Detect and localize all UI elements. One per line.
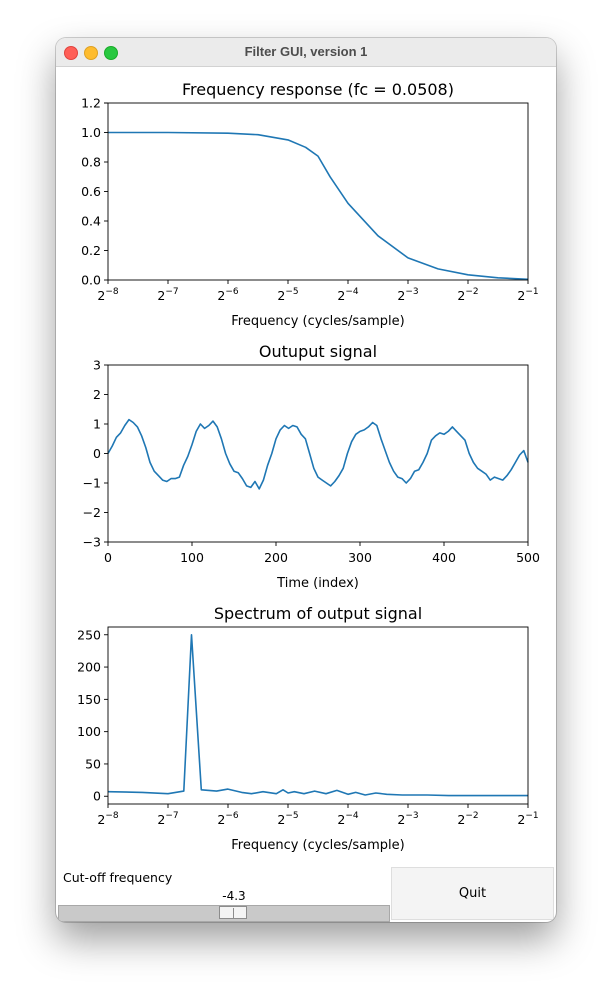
x-tick-label: 2−7: [157, 811, 178, 827]
x-tick-label: 2−4: [337, 287, 358, 303]
x-tick-label: 500: [516, 550, 540, 565]
x-tick-label: 2−2: [457, 287, 478, 303]
y-tick-label: 0.0: [81, 273, 101, 288]
x-axis-label: Frequency (cycles/sample): [231, 838, 404, 853]
x-tick-label: 2−3: [397, 811, 418, 827]
x-tick-label: 2−8: [97, 811, 118, 827]
slider-grip-icon: [233, 908, 234, 918]
y-tick-label: −1: [83, 476, 101, 491]
y-tick-label: 3: [93, 358, 101, 373]
x-tick-label: 2−6: [217, 811, 238, 827]
x-tick-label: 200: [264, 550, 288, 565]
plot-frame: [107, 102, 529, 281]
chart-1: Frequency response (fc = 0.0508) 2−8 2−7 2−…: [81, 80, 539, 329]
plot-frame: [107, 626, 529, 805]
x-tick-label: 2−4: [337, 811, 358, 827]
close-window-button[interactable]: [64, 46, 78, 60]
series-line-1: [107, 418, 529, 490]
x-tick-label: 0: [104, 550, 112, 565]
x-tick-label: 2−5: [277, 287, 298, 303]
x-tick-label: 300: [348, 550, 372, 565]
y-tick-label: 0.6: [81, 184, 101, 199]
x-tick-label: 2−7: [157, 287, 178, 303]
chart-title: Spectrum of output signal: [214, 604, 422, 623]
y-tick-label: 200: [77, 660, 101, 675]
zoom-window-button[interactable]: [104, 46, 118, 60]
chart-2: Outuput signal 0 100 200 300 400 500 −3 −2 −1 0 1 2 3…: [83, 342, 540, 591]
y-tick-label: 1: [93, 417, 101, 432]
filter-gui-window: Filter GUI, version 1 Frequency response…: [56, 38, 556, 922]
y-tick-label: 1.0: [81, 125, 101, 140]
y-tick-label: −3: [83, 535, 101, 550]
plot-frame: [107, 364, 529, 543]
window-title: Filter GUI, version 1: [244, 44, 368, 59]
title-bar[interactable]: Filter GUI, version 1: [56, 38, 556, 67]
cutoff-frequency-label: Cut-off frequency: [63, 870, 173, 885]
y-tick-label: 2: [93, 387, 101, 402]
y-tick-label: 1.2: [81, 96, 101, 111]
x-axis-label: Time (index): [276, 576, 359, 591]
x-tick-label: 2−3: [397, 287, 418, 303]
quit-button[interactable]: Quit: [391, 867, 554, 920]
x-tick-label: 2−6: [217, 287, 238, 303]
y-tick-label: 0.4: [81, 214, 101, 229]
chart-title: Outuput signal: [259, 342, 377, 361]
y-tick-label: 150: [77, 692, 101, 707]
y-tick-label: 250: [77, 627, 101, 642]
x-tick-label: 2−2: [457, 811, 478, 827]
x-tick-label: 2−8: [97, 287, 118, 303]
y-tick-label: 0: [93, 446, 101, 461]
minimize-window-button[interactable]: [84, 46, 98, 60]
y-tick-label: 0.8: [81, 155, 101, 170]
series-line-1: [108, 131, 529, 281]
x-axis-label: Frequency (cycles/sample): [231, 314, 404, 329]
cutoff-slider-handle[interactable]: [219, 906, 247, 919]
y-tick-label: 100: [77, 724, 101, 739]
figure-canvas: Frequency response (fc = 0.0508)2−8 2−7 2−…: [77, 80, 540, 853]
cutoff-slider-value: -4.3: [222, 889, 246, 903]
x-tick-label: 400: [432, 550, 456, 565]
chart-title: Frequency response (fc = 0.0508): [182, 80, 454, 99]
y-tick-label: 0.2: [81, 243, 101, 258]
x-tick-label: 100: [180, 550, 204, 565]
chart-3: Spectrum of output signal 2−8 2−7 2−6 2−5 2−4…: [77, 604, 538, 853]
y-tick-label: 0: [93, 789, 101, 804]
y-tick-label: 50: [85, 756, 101, 771]
y-tick-label: −2: [83, 505, 101, 520]
x-tick-label: 2−1: [517, 287, 538, 303]
x-tick-label: 2−5: [277, 811, 298, 827]
x-tick-label: 2−1: [517, 811, 538, 827]
series-line-1: [107, 633, 528, 797]
